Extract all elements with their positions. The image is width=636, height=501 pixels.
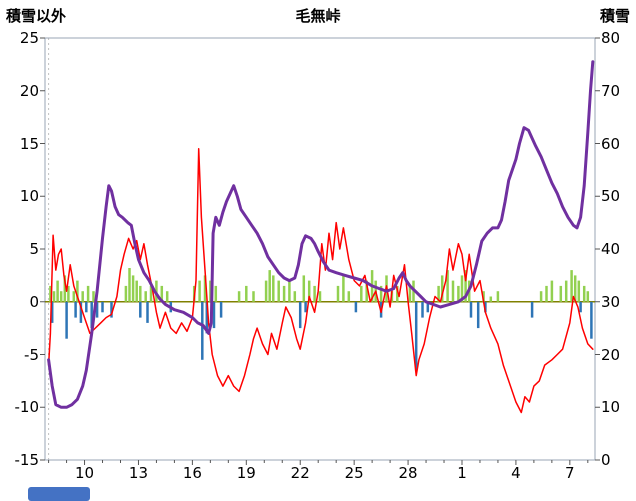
x-axis-tick-label: 1 [457, 464, 467, 482]
left-axis-title: 積雪以外 [6, 7, 67, 25]
right-axis-tick-label: 60 [601, 134, 621, 153]
chart-title: 毛無峠 [295, 7, 341, 25]
x-axis-tick-label: 4 [511, 464, 521, 482]
x-axis-tick-label: 22 [290, 464, 310, 482]
left-axis-tick-label: 5 [29, 240, 39, 258]
right-axis-tick-label: 40 [601, 240, 621, 258]
left-axis-tick-label: 15 [19, 134, 39, 153]
bottom-left-blue-bar[interactable] [28, 487, 90, 501]
x-axis-tick-label: 13 [128, 464, 148, 482]
right-axis-title: 積雪 [599, 7, 630, 25]
left-axis-tick-label: 0 [29, 292, 39, 311]
x-axis-tick-label: 19 [236, 464, 256, 482]
left-axis-tick-label: -10 [14, 398, 40, 417]
right-axis-tick-label: 80 [601, 29, 621, 47]
right-axis-tick-label: 50 [601, 187, 621, 206]
left-axis-tick-label: -5 [24, 345, 39, 364]
x-axis-tick-label: 16 [182, 464, 202, 482]
right-axis-tick-label: 0 [601, 451, 611, 469]
x-axis-tick-label: 10 [74, 464, 95, 482]
right-axis-tick-label: 30 [601, 292, 621, 311]
left-axis-tick-label: 10 [19, 187, 39, 206]
x-axis-tick-label: 28 [398, 464, 418, 482]
right-axis-tick-label: 20 [601, 345, 621, 364]
x-axis-tick-label: 25 [344, 464, 364, 482]
right-axis-tick-label: 10 [601, 398, 621, 417]
left-axis-tick-label: 25 [19, 29, 39, 47]
right-axis-tick-label: 70 [601, 81, 621, 100]
left-axis-tick-label: 20 [19, 81, 39, 100]
x-axis-tick-label: 7 [565, 464, 575, 482]
left-axis-tick-label: -15 [14, 451, 40, 469]
